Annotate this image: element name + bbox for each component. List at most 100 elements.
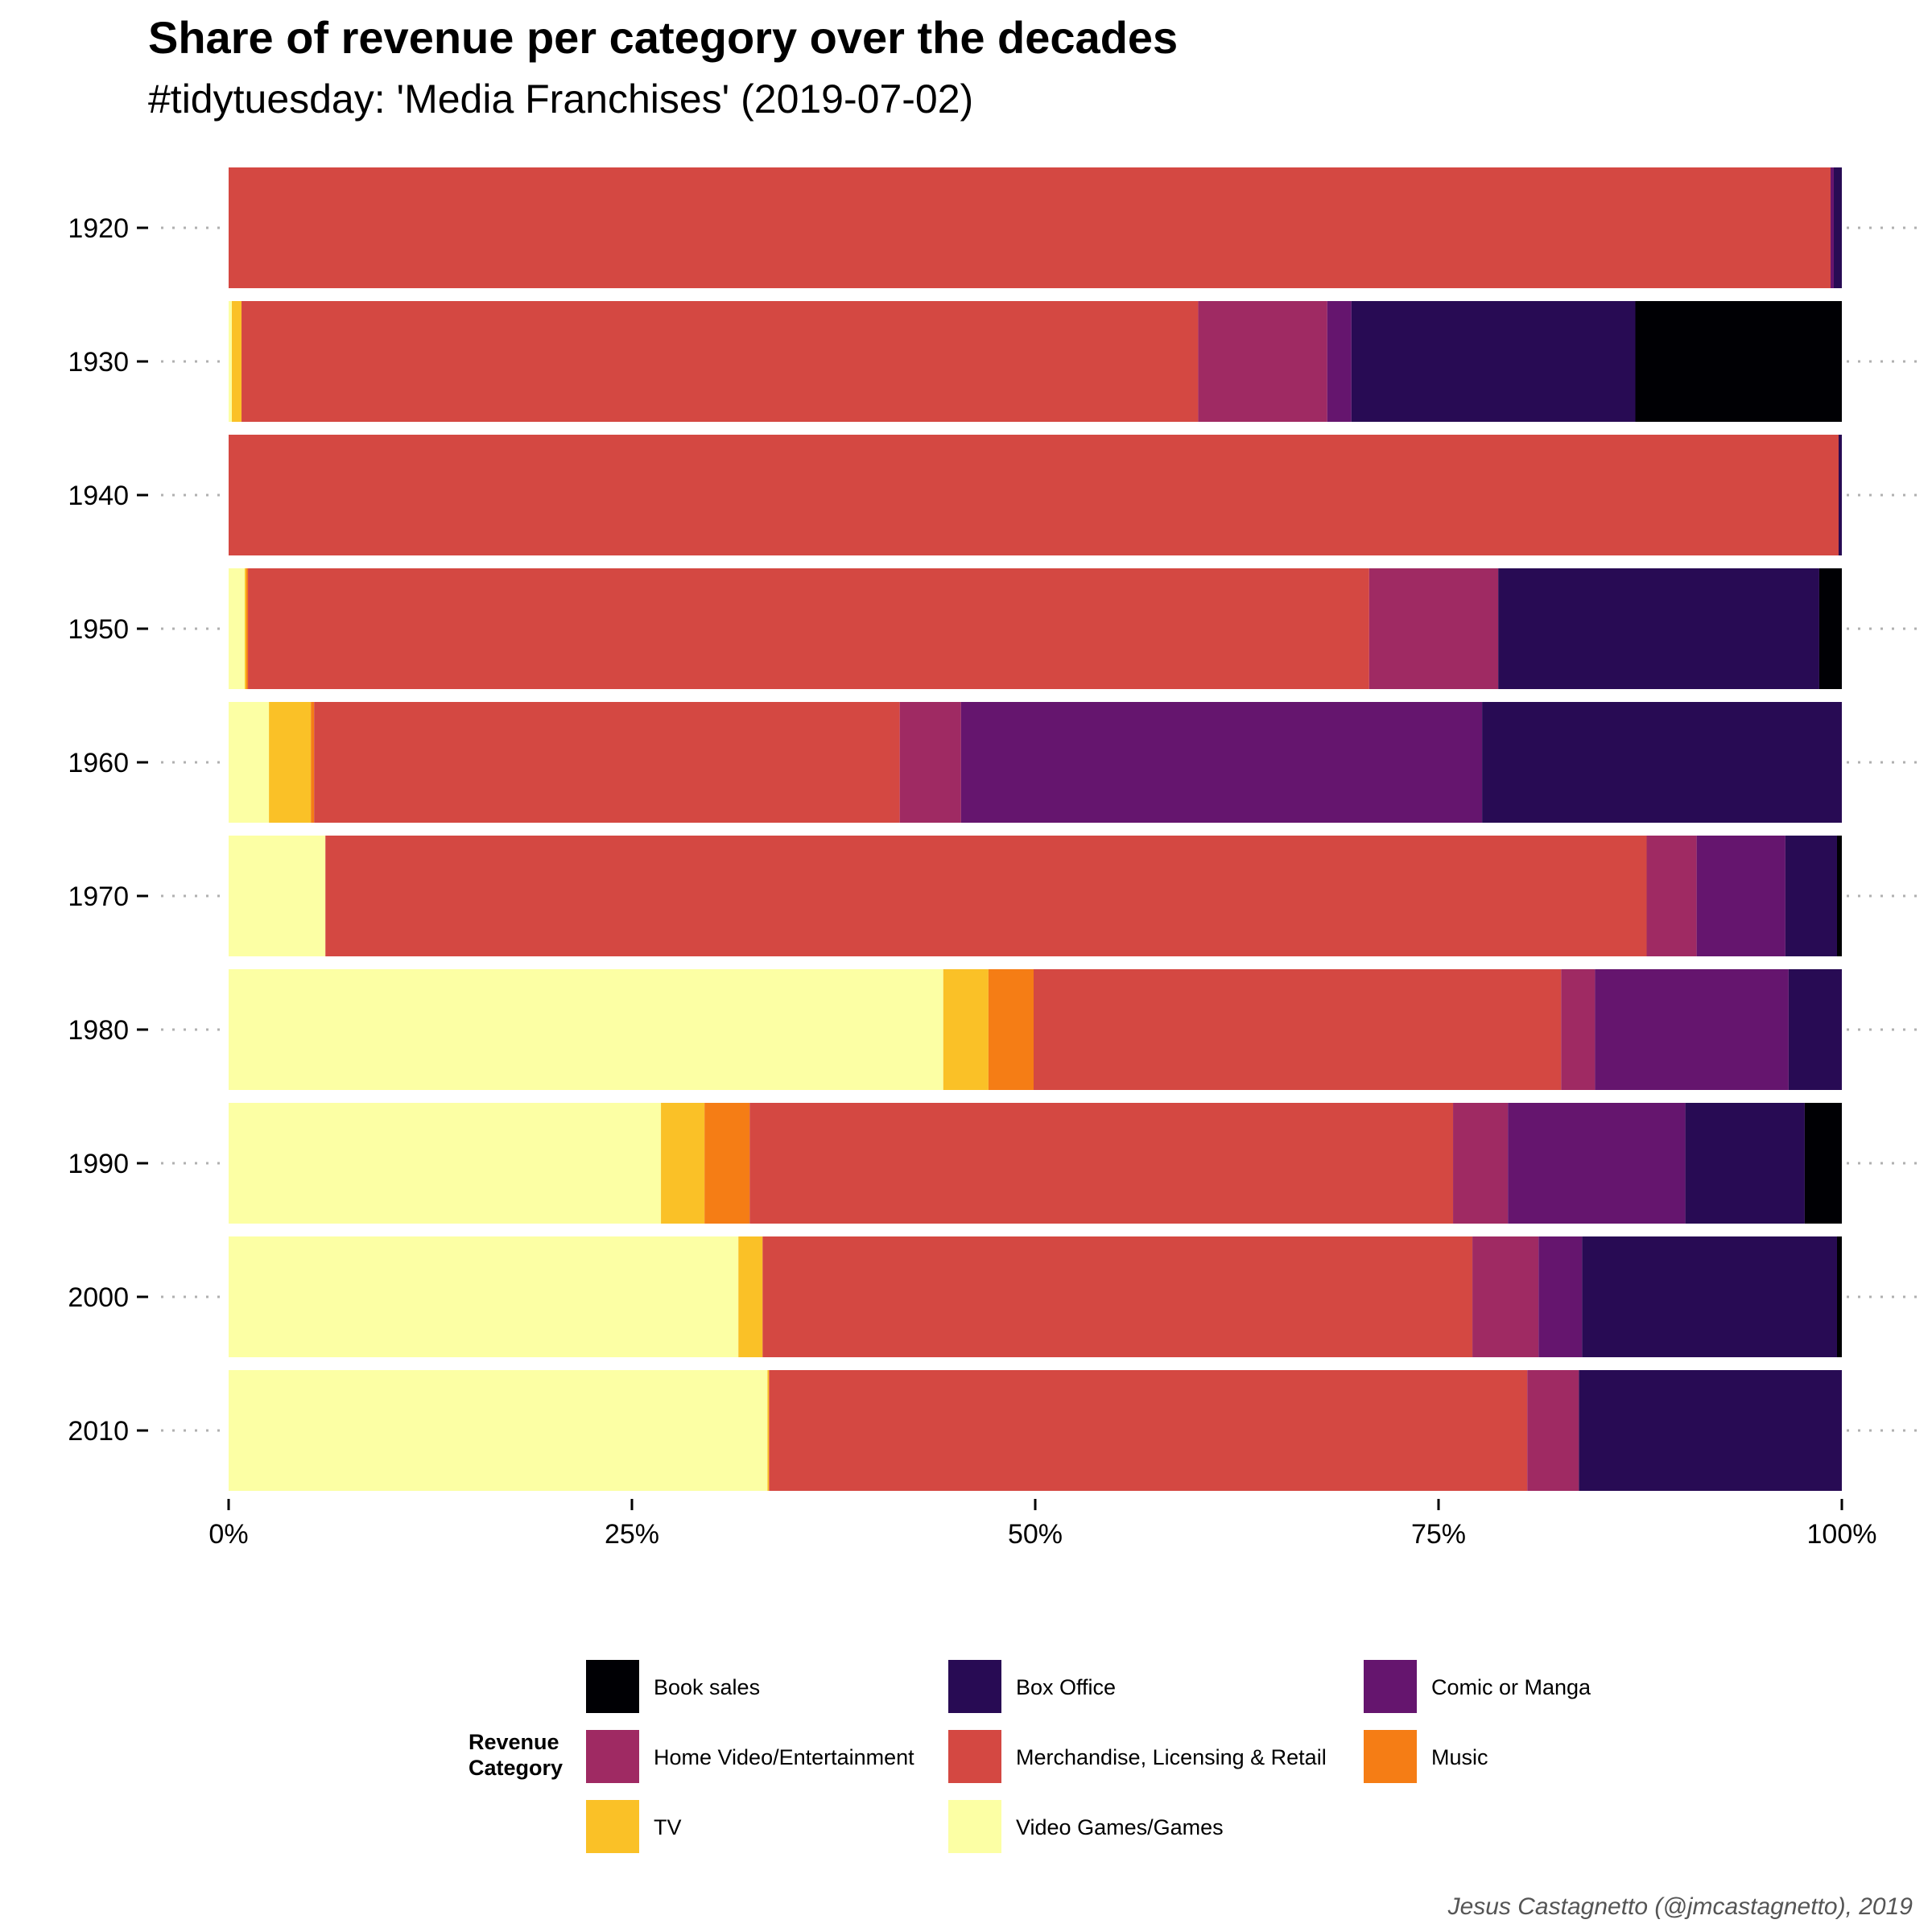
bar-segment-video-games-games-2010 [229, 1370, 768, 1491]
bar-segment-home-video-entertainment-2000 [1472, 1236, 1539, 1357]
y-tick-label: 2000 [68, 1282, 129, 1313]
bar-segment-music-1950 [246, 568, 249, 689]
legend-swatch-tv [586, 1800, 639, 1853]
x-tick-label: 75% [1411, 1519, 1466, 1550]
bar-segment-tv-1990 [661, 1103, 705, 1224]
bar-segment-music-1990 [704, 1103, 750, 1224]
bar-segment-video-games-games-2000 [229, 1236, 739, 1357]
bar-segment-comic-or-manga-1920 [1830, 167, 1834, 288]
bar-segment-box-office-1990 [1685, 1103, 1805, 1224]
bar-segment-comic-or-manga-1980 [1595, 969, 1789, 1090]
legend-swatch-merchandise-licensing-retail [948, 1730, 1001, 1783]
legend-label-tv: TV [654, 1815, 682, 1839]
y-axis: 1920 1930 1940 1950 1960 1970 1980 1990 2000 2010 [68, 213, 148, 1447]
bar-segment-tv-2010 [767, 1370, 770, 1491]
bar-segment-tv-2000 [738, 1236, 763, 1357]
bar-segment-tv-1930 [232, 301, 242, 422]
bar-segment-merchandise-licensing-retail-1930 [242, 301, 1199, 422]
legend-swatch-box-office [948, 1660, 1001, 1713]
legend-swatch-book-sales [586, 1660, 639, 1713]
bar-segment-comic-or-manga-1960 [960, 702, 1483, 823]
bar-segment-book-sales-2000 [1836, 1236, 1842, 1357]
bar-segment-merchandise-licensing-retail-1990 [749, 1103, 1454, 1224]
y-tick-label: 1990 [68, 1149, 129, 1179]
bar-segment-merchandise-licensing-retail-1970 [325, 836, 1647, 956]
bar-segment-video-games-games-1960 [229, 702, 270, 823]
bar-segment-video-games-games-1970 [229, 836, 326, 956]
y-tick-label: 1950 [68, 614, 129, 645]
bars-layer [229, 167, 1842, 1491]
y-tick-label: 2010 [68, 1416, 129, 1447]
bar-segment-box-office-1930 [1351, 301, 1636, 422]
bar-segment-box-office-1970 [1785, 836, 1837, 956]
bar-segment-box-office-1920 [1833, 167, 1842, 288]
bar-segment-merchandise-licensing-retail-2000 [762, 1236, 1473, 1357]
chart-caption: Jesus Castagnetto (@jmcastagnetto), 2019 [1447, 1893, 1913, 1920]
bar-segment-video-games-games-1930 [229, 301, 233, 422]
bar-segment-book-sales-1990 [1804, 1103, 1842, 1224]
y-tick-label: 1960 [68, 748, 129, 778]
bar-segment-merchandise-licensing-retail-2010 [769, 1370, 1528, 1491]
bar-segment-box-office-1960 [1482, 702, 1842, 823]
y-tick-label: 1970 [68, 881, 129, 912]
bar-segment-box-office-1980 [1788, 969, 1842, 1090]
bar-segment-music-1980 [988, 969, 1034, 1090]
bar-segment-comic-or-manga-1930 [1327, 301, 1352, 422]
legend-swatch-home-video-entertainment [586, 1730, 639, 1783]
legend-label-merchandise-licensing-retail: Merchandise, Licensing & Retail [1016, 1745, 1327, 1769]
bar-segment-video-games-games-1980 [229, 969, 943, 1090]
bar-segment-box-office-2010 [1579, 1370, 1842, 1491]
x-tick-label: 25% [605, 1519, 659, 1550]
bar-segment-home-video-entertainment-1960 [899, 702, 961, 823]
bar-segment-box-office-1950 [1498, 568, 1819, 689]
bar-segment-home-video-entertainment-1930 [1198, 301, 1327, 422]
bar-segment-comic-or-manga-1970 [1696, 836, 1785, 956]
bar-segment-merchandise-licensing-retail-1980 [1033, 969, 1562, 1090]
y-tick-label: 1940 [68, 481, 129, 511]
bar-segment-home-video-entertainment-1990 [1453, 1103, 1509, 1224]
bar-segment-merchandise-licensing-retail-1920 [229, 167, 1831, 288]
chart-title: Share of revenue per category over the d… [148, 12, 1179, 63]
bar-segment-video-games-games-1990 [229, 1103, 662, 1224]
bar-segment-home-video-entertainment-2010 [1527, 1370, 1579, 1491]
bar-segment-home-video-entertainment-1970 [1646, 836, 1697, 956]
legend-swatch-video-games-games [948, 1800, 1001, 1853]
legend-label-video-games-games: Video Games/Games [1016, 1815, 1224, 1839]
bar-segment-merchandise-licensing-retail-1960 [314, 702, 900, 823]
bar-segment-comic-or-manga-1990 [1508, 1103, 1686, 1224]
bar-segment-merchandise-licensing-retail-1950 [248, 568, 1369, 689]
legend-title: Revenue Category [469, 1730, 563, 1780]
x-tick-label: 0% [208, 1519, 248, 1550]
legend-label-comic-or-manga: Comic or Manga [1431, 1675, 1591, 1699]
y-tick-label: 1980 [68, 1015, 129, 1046]
legend-swatch-comic-or-manga [1364, 1660, 1417, 1713]
bar-segment-tv-1960 [269, 702, 312, 823]
bar-segment-home-video-entertainment-1980 [1561, 969, 1596, 1090]
bar-segment-comic-or-manga-2000 [1538, 1236, 1583, 1357]
legend-label-box-office: Box Office [1016, 1675, 1116, 1699]
bar-segment-box-office-2000 [1582, 1236, 1837, 1357]
x-tick-label: 50% [1008, 1519, 1063, 1550]
bar-segment-tv-1980 [943, 969, 989, 1090]
legend-label-music: Music [1431, 1745, 1488, 1769]
y-tick-label: 1930 [68, 347, 129, 378]
bar-segment-book-sales-1930 [1635, 301, 1842, 422]
legend-label-book-sales: Book sales [654, 1675, 760, 1699]
legend-swatch-music [1364, 1730, 1417, 1783]
bar-segment-tv-1950 [245, 568, 247, 689]
chart-subtitle: #tidytuesday: 'Media Franchises' (2019-0… [148, 76, 974, 122]
bar-segment-merchandise-licensing-retail-1940 [229, 435, 1839, 555]
bar-segment-music-1960 [311, 702, 315, 823]
x-tick-label: 100% [1807, 1519, 1877, 1550]
x-axis: 0% 25% 50% 75% 100% [208, 1499, 1876, 1550]
row-guide-dots [161, 226, 1924, 1432]
bar-segment-box-office-1940 [1838, 435, 1842, 555]
bar-segment-home-video-entertainment-1950 [1368, 568, 1499, 689]
bar-segment-video-games-games-1950 [229, 568, 246, 689]
legend: Revenue Category Book sales Box Office Comic… [469, 1660, 1591, 1853]
legend-label-home-video-entertainment: Home Video/Entertainment [654, 1745, 914, 1769]
bar-segment-book-sales-1970 [1836, 836, 1842, 956]
y-tick-label: 1920 [68, 213, 129, 244]
bar-segment-book-sales-1950 [1818, 568, 1842, 689]
